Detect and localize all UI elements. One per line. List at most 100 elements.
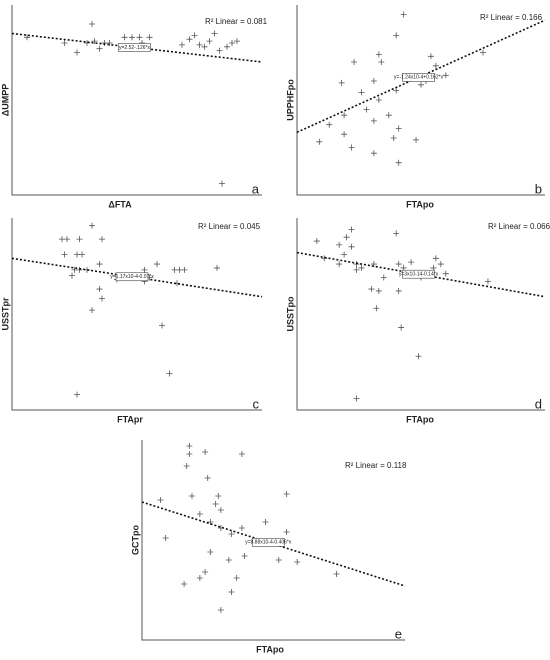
x-axis-label: FTApr [117, 414, 143, 424]
point [76, 266, 83, 273]
r2-label: R² Linear = 0.066 [488, 222, 550, 231]
point [24, 34, 30, 41]
point [415, 353, 422, 360]
point [370, 150, 377, 157]
point [191, 32, 198, 39]
point [484, 278, 491, 285]
y-axis-label: UPPHFpo [285, 79, 295, 121]
point [395, 287, 402, 294]
point [375, 287, 382, 294]
point [157, 497, 164, 503]
equation: y=3x10-14-0.14*x [399, 272, 439, 278]
point [91, 38, 98, 45]
r2-label: R² Linear = 0.081 [205, 17, 268, 26]
point [398, 324, 405, 331]
point [61, 40, 68, 46]
point [336, 241, 343, 248]
point [217, 507, 224, 513]
point [181, 266, 188, 273]
point [202, 449, 209, 455]
point [201, 43, 208, 50]
point [373, 305, 380, 312]
point [395, 125, 402, 132]
point [442, 270, 449, 277]
point [215, 493, 222, 499]
point [480, 49, 486, 56]
point [64, 236, 70, 243]
point [336, 261, 343, 268]
point [89, 222, 95, 229]
point [283, 491, 290, 497]
r2-label: R² Linear = 0.118 [345, 461, 407, 470]
equation-box [402, 269, 435, 279]
point [181, 581, 188, 587]
point [358, 264, 365, 271]
point [341, 131, 348, 138]
panel-label: a [252, 181, 260, 196]
y-axis-label: GCTpo [130, 525, 140, 555]
point [225, 557, 232, 563]
equation-box [115, 272, 149, 282]
point [217, 607, 224, 613]
point [368, 286, 375, 293]
point [442, 72, 449, 79]
point [241, 553, 248, 559]
point [385, 112, 392, 119]
point [202, 569, 209, 575]
point [390, 135, 397, 141]
point [76, 236, 83, 243]
point [141, 266, 148, 273]
point [61, 251, 68, 258]
panel-label: c [253, 396, 260, 411]
x-axis-label: FTApo [256, 644, 284, 654]
y-axis-label: USSTpo [285, 296, 295, 332]
point [96, 286, 103, 293]
point [74, 391, 80, 398]
point [166, 370, 173, 377]
point [79, 251, 85, 258]
point [96, 45, 103, 52]
point [216, 47, 223, 54]
point [380, 274, 387, 281]
point [370, 261, 377, 268]
y-axis-label: USSTpr [0, 297, 10, 331]
r2-label: R² Linear = 0.166 [480, 13, 543, 22]
point [395, 261, 402, 268]
x-axis-label: FTApo [406, 414, 434, 424]
point [316, 138, 323, 145]
point [393, 87, 400, 94]
point [183, 463, 190, 469]
point [204, 475, 211, 481]
point [211, 30, 218, 37]
equation-box [402, 73, 435, 82]
point [283, 529, 290, 535]
point [395, 159, 402, 166]
point [378, 59, 385, 65]
point [353, 266, 360, 273]
point [99, 295, 105, 302]
point [400, 11, 407, 18]
y-axis-label: ΔUMPP [0, 84, 10, 116]
point [348, 144, 355, 151]
point [353, 395, 360, 402]
point [228, 589, 235, 595]
point [358, 89, 365, 96]
point [196, 575, 203, 581]
point [233, 575, 240, 581]
point [375, 97, 382, 103]
equation-box [118, 43, 151, 52]
point [89, 307, 95, 314]
point [437, 261, 444, 268]
axes [11, 218, 262, 411]
axes [11, 5, 262, 196]
point [432, 62, 439, 69]
point [214, 264, 220, 271]
point [186, 443, 193, 449]
point [432, 255, 439, 262]
point [408, 259, 415, 266]
point [121, 34, 128, 41]
point [186, 451, 193, 457]
point [154, 261, 160, 268]
axes [296, 5, 545, 196]
